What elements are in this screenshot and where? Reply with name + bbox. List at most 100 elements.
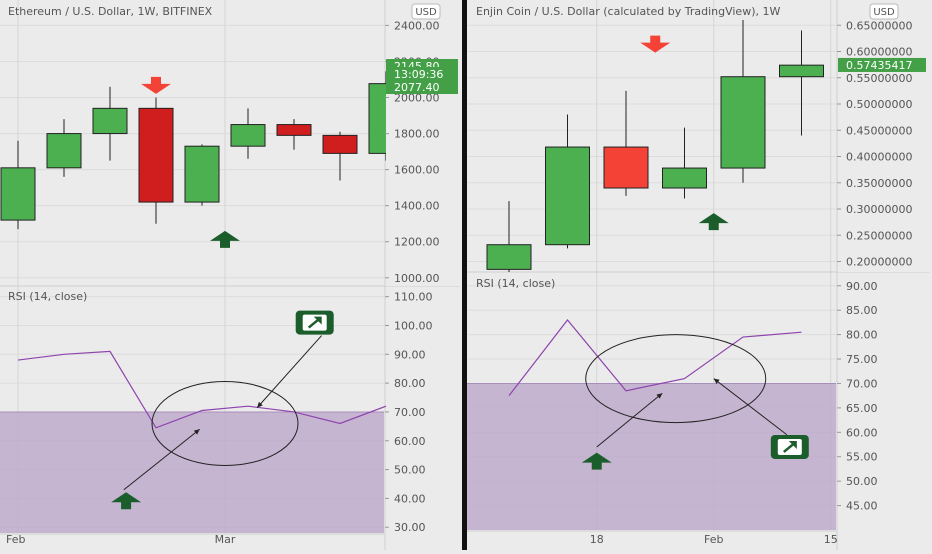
enj-price-axis: 0.20000000 0.25000000 0.30000000 0.35000000… bbox=[837, 0, 932, 272]
enj-candles bbox=[486, 20, 824, 272]
eth-rsi-tick-label: 60.00 bbox=[394, 435, 426, 448]
eth-trend-up-arrow-head bbox=[313, 316, 322, 325]
eth-price-tag bbox=[386, 67, 458, 81]
enj-rsi-circle bbox=[585, 334, 767, 424]
enj-price-tick-label: 0.30000000 bbox=[846, 203, 912, 216]
eth-price-tick-label: 2000.00 bbox=[394, 92, 440, 105]
eth-rsi-arrow-up-icon bbox=[111, 492, 142, 510]
eth-overbought-band bbox=[0, 411, 384, 533]
enj-rsi-tick-label: 60.00 bbox=[846, 426, 878, 439]
eth-pointer-arrow bbox=[123, 428, 201, 491]
enj-time-tick-label: 15 bbox=[824, 533, 838, 546]
enj-time-tick-label: 18 bbox=[590, 533, 604, 546]
enj-rsi-arrow-up-icon bbox=[581, 452, 612, 470]
eth-rsi-tick-label: 80.00 bbox=[394, 377, 426, 390]
eth-price-tick-label: 1000.00 bbox=[394, 272, 440, 285]
enj-rsi-polyline bbox=[508, 319, 802, 397]
eth-rsi-tick-label: 100.00 bbox=[394, 319, 433, 332]
eth-chart-title: Ethereum / U.S. Dollar, 1W, BITFINEX bbox=[8, 5, 213, 18]
enj-chart-title: Enjin Coin / U.S. Dollar (calculated by … bbox=[476, 5, 780, 18]
enj-rsi-tick-label: 45.00 bbox=[846, 500, 878, 513]
eth-chart: 1000.00 1200.00 1400.00 1600.00 1800.00 2000.… bbox=[0, 0, 462, 550]
eth-time-tick-label: Mar bbox=[215, 533, 236, 546]
eth-candle-body bbox=[92, 107, 128, 135]
eth-rsi-polyline bbox=[17, 350, 387, 429]
eth-rsi-tick-label: 110.00 bbox=[394, 291, 433, 304]
enj-candle-body bbox=[603, 146, 649, 189]
enj-price-axis-bg bbox=[838, 0, 932, 272]
enj-price-tick-label: 0.60000000 bbox=[846, 46, 912, 59]
eth-candle-body bbox=[184, 145, 220, 203]
enj-candle-body bbox=[720, 76, 766, 169]
eth-rsi-overbought-zone bbox=[0, 411, 384, 533]
enj-price-tag bbox=[838, 57, 926, 72]
eth-time-axis: Feb Mar bbox=[6, 533, 236, 546]
enj-rsi-tick-label: 70.00 bbox=[846, 377, 878, 390]
enj-rsi-tick-label: 50.00 bbox=[846, 475, 878, 488]
enj-time-tick-label: Feb bbox=[704, 533, 723, 546]
enj-trend-up-arrow-head bbox=[788, 440, 797, 449]
eth-candle-body bbox=[322, 134, 358, 154]
eth-pointer-arrow-head bbox=[257, 401, 263, 408]
eth-rsi-tick-label: 90.00 bbox=[394, 348, 426, 361]
eth-rsi-tick-label: 70.00 bbox=[394, 406, 426, 419]
enj-price-tick-label: 0.50000000 bbox=[846, 98, 912, 111]
eth-candle-body bbox=[138, 107, 174, 203]
enj-rsi-tick-label: 90.00 bbox=[846, 280, 878, 293]
enj-rsi-line bbox=[508, 319, 802, 397]
eth-rsi-line bbox=[17, 350, 387, 429]
eth-currency-badge-label: USD bbox=[415, 7, 437, 18]
eth-price-tick-label: 1400.00 bbox=[394, 200, 440, 213]
enj-arrow-up-icon bbox=[698, 213, 729, 231]
eth-candle-body bbox=[46, 133, 82, 169]
enj-currency-badge-label: USD bbox=[873, 7, 895, 18]
enj-candle-body bbox=[662, 167, 707, 189]
enj-arrow-down-icon bbox=[640, 35, 671, 53]
eth-annotations bbox=[111, 76, 334, 510]
eth-rsi-tick-label: 30.00 bbox=[394, 521, 426, 534]
enj-pointer-arrow-head bbox=[656, 393, 663, 399]
enj-rsi-tick-label: 85.00 bbox=[846, 304, 878, 317]
enj-rsi-tick-label: 75.00 bbox=[846, 353, 878, 366]
eth-time-tick-label: Feb bbox=[6, 533, 25, 546]
eth-price-tick-label: 1800.00 bbox=[394, 128, 440, 141]
eth-price-tick-label: 2400.00 bbox=[394, 19, 440, 32]
chart-divider bbox=[462, 0, 467, 550]
eth-arrow-up-icon bbox=[210, 230, 240, 248]
enj-candle-body bbox=[486, 244, 532, 270]
enj-rsi-title: RSI (14, close) bbox=[476, 277, 555, 290]
eth-candle-body bbox=[230, 124, 266, 147]
eth-rsi-axis: 30.00 40.00 50.00 60.00 70.00 80.00 90.00 100.0… bbox=[385, 291, 433, 534]
enj-price-tag-label: 0.57435417 bbox=[846, 59, 912, 72]
eth-pointer-arrow-head bbox=[193, 429, 200, 435]
enj-candle-body bbox=[779, 64, 824, 78]
eth-price-tick-label: 1200.00 bbox=[394, 236, 440, 249]
eth-rsi-tick-label: 50.00 bbox=[394, 464, 426, 477]
eth-rsi-tick-label: 40.00 bbox=[394, 492, 426, 505]
enj-price-tick-label: 0.20000000 bbox=[846, 256, 912, 269]
eth-candle-body bbox=[0, 167, 36, 221]
enj-price-tick-label: 0.55000000 bbox=[846, 72, 912, 85]
eth-pointer-arrow bbox=[256, 335, 322, 408]
enj-price-tick-label: 0.45000000 bbox=[846, 124, 912, 137]
enj-rsi-tick-label: 80.00 bbox=[846, 329, 878, 342]
eth-price-axis: 1000.00 1200.00 1400.00 1600.00 1800.00 2000.… bbox=[385, 0, 462, 286]
eth-currency-badge[interactable]: USD bbox=[411, 3, 441, 20]
eth-price-tick-label: 1600.00 bbox=[394, 164, 440, 177]
eth-rsi-title: RSI (14, close) bbox=[8, 290, 87, 303]
eth-rsi-circle bbox=[151, 380, 299, 466]
enj-rsi-tick-label: 65.00 bbox=[846, 402, 878, 415]
eth-candle-body bbox=[276, 124, 312, 136]
eth-arrow-down-icon bbox=[141, 76, 171, 94]
enj-pointer-arrow-head bbox=[713, 378, 720, 384]
enj-currency-badge[interactable]: USD bbox=[869, 3, 899, 20]
enj-price-tick-label: 0.35000000 bbox=[846, 177, 912, 190]
enj-price-tick-label: 0.25000000 bbox=[846, 229, 912, 242]
enj-pointer-arrow bbox=[713, 378, 788, 436]
enj-pointer-arrow bbox=[596, 392, 663, 448]
eth-price-axis-bg bbox=[386, 0, 462, 286]
enj-chart: 0.20000000 0.25000000 0.30000000 0.35000000… bbox=[467, 0, 932, 550]
enj-price-tick-label: 0.40000000 bbox=[846, 151, 912, 164]
eth-price-tag bbox=[386, 80, 458, 94]
